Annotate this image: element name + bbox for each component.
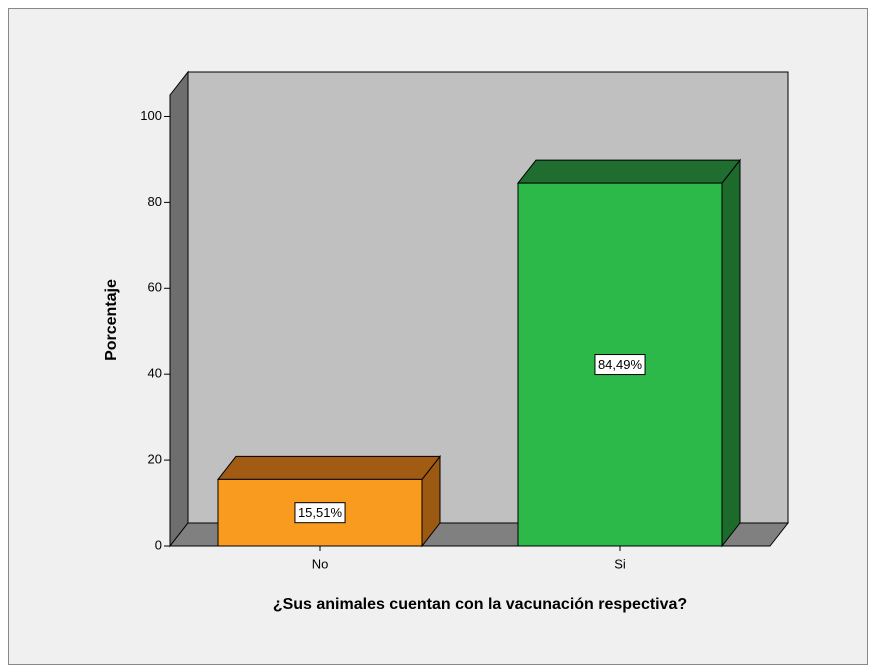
bar-top [516, 159, 742, 184]
left-wall [169, 70, 189, 548]
y-tick-label: 20 [148, 452, 162, 467]
y-tick-label: 40 [148, 366, 162, 381]
y-tick-label: 100 [140, 108, 162, 123]
value-label: 15,51% [298, 505, 343, 520]
y-tick-label: 80 [148, 194, 162, 209]
bar-top [216, 455, 442, 480]
x-tick-label: No [312, 556, 329, 571]
x-tick-label: Si [614, 556, 626, 571]
bar-side [721, 158, 741, 548]
value-label-box [294, 502, 346, 524]
x-axis-title: ¿Sus animales cuentan con la vacunación … [273, 596, 687, 613]
value-label-box [594, 354, 646, 376]
y-axis-title: Porcentaje [103, 279, 120, 361]
value-label: 84,49% [598, 357, 643, 372]
y-tick-label: 60 [148, 280, 162, 295]
y-tick-label: 0 [155, 537, 162, 552]
